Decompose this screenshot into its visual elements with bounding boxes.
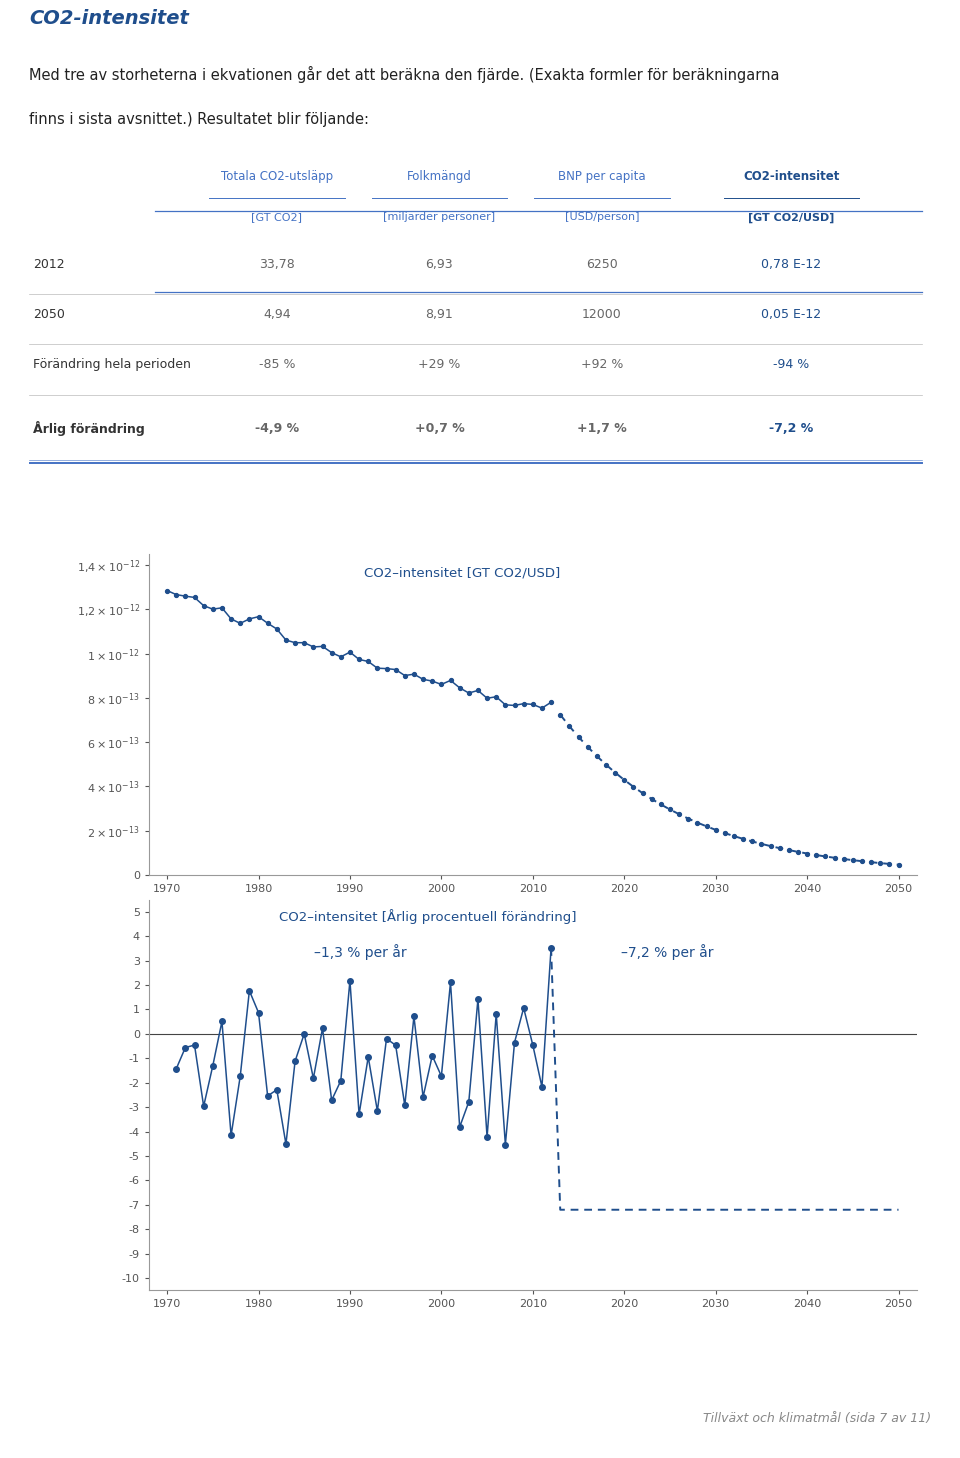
Text: CO2–intensitet [Årlig procentuell förändring]: CO2–intensitet [Årlig procentuell föränd… [279, 910, 577, 924]
Text: Förändring hela perioden: Förändring hela perioden [34, 359, 191, 372]
Text: 33,78: 33,78 [259, 258, 295, 271]
Text: 12000: 12000 [582, 308, 622, 321]
Text: 6250: 6250 [586, 258, 617, 271]
Text: [USD/person]: [USD/person] [564, 213, 639, 223]
Text: –1,3 % per år: –1,3 % per år [314, 945, 406, 961]
Text: +0,7 %: +0,7 % [415, 421, 465, 434]
Text: +1,7 %: +1,7 % [577, 421, 627, 434]
Text: CO2-intensitet: CO2-intensitet [743, 169, 839, 182]
Text: 6,93: 6,93 [425, 258, 453, 271]
Text: CO2-intensitet: CO2-intensitet [29, 9, 189, 28]
Text: 2012: 2012 [34, 258, 65, 271]
Text: -4,9 %: -4,9 % [255, 421, 299, 434]
Text: 0,05 E-12: 0,05 E-12 [761, 308, 822, 321]
Text: Totala CO2-utsläpp: Totala CO2-utsläpp [221, 169, 333, 182]
Text: –7,2 % per år: –7,2 % per år [621, 945, 713, 961]
Text: 2050: 2050 [34, 308, 65, 321]
Text: [GT CO2]: [GT CO2] [252, 213, 302, 223]
Text: Med tre av storheterna i ekvationen går det att beräkna den fjärde. (Exakta form: Med tre av storheterna i ekvationen går … [29, 66, 780, 83]
Text: -7,2 %: -7,2 % [769, 421, 813, 434]
Text: +29 %: +29 % [419, 359, 461, 372]
Text: 0,78 E-12: 0,78 E-12 [761, 258, 822, 271]
Text: [miljarder personer]: [miljarder personer] [383, 213, 495, 223]
Text: finns i sista avsnittet.) Resultatet blir följande:: finns i sista avsnittet.) Resultatet bli… [29, 112, 369, 127]
Text: -85 %: -85 % [258, 359, 296, 372]
Text: 4,94: 4,94 [263, 308, 291, 321]
Text: Tillväxt och klimatmål (sida 7 av 11): Tillväxt och klimatmål (sida 7 av 11) [703, 1413, 931, 1424]
Text: CO2–intensitet [GT CO2/USD]: CO2–intensitet [GT CO2/USD] [364, 567, 560, 580]
Text: +92 %: +92 % [581, 359, 623, 372]
Text: Folkmängd: Folkmängd [407, 169, 471, 182]
Text: 8,91: 8,91 [425, 308, 453, 321]
Text: [GT CO2/USD]: [GT CO2/USD] [748, 213, 834, 223]
Text: Årlig förändring: Årlig förändring [34, 420, 145, 436]
Text: -94 %: -94 % [773, 359, 809, 372]
Text: BNP per capita: BNP per capita [558, 169, 646, 182]
